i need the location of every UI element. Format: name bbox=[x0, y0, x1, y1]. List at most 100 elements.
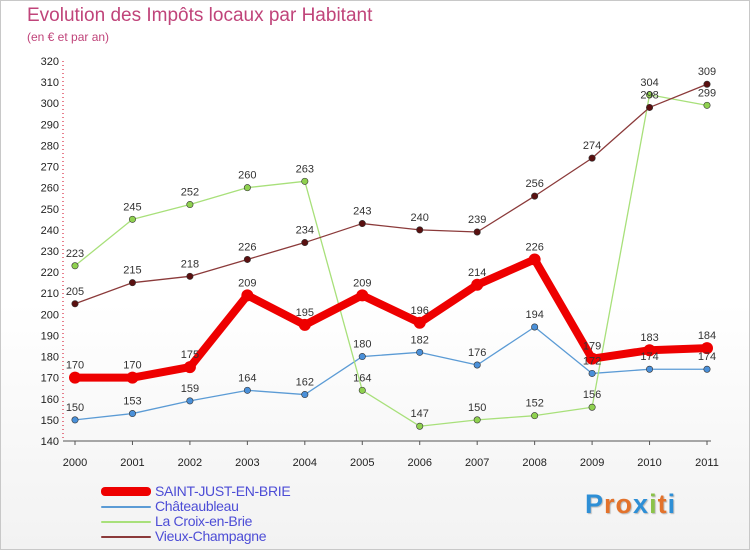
data-point bbox=[243, 184, 251, 192]
data-point bbox=[703, 101, 711, 109]
x-tick-label: 2004 bbox=[293, 457, 317, 469]
x-tick-label: 2007 bbox=[465, 457, 489, 469]
chart-subtitle: (en € et par an) bbox=[27, 30, 110, 44]
data-point bbox=[126, 371, 139, 384]
data-point bbox=[243, 386, 251, 394]
data-label: 274 bbox=[583, 140, 601, 152]
data-label: 183 bbox=[640, 332, 658, 344]
data-label: 299 bbox=[698, 87, 716, 99]
y-tick-label: 210 bbox=[41, 288, 59, 300]
data-point bbox=[588, 403, 596, 411]
legend-swatch bbox=[101, 536, 151, 538]
data-label: 239 bbox=[468, 214, 486, 226]
x-tick-label: 2009 bbox=[580, 457, 604, 469]
data-label: 240 bbox=[411, 212, 429, 224]
data-label: 309 bbox=[698, 66, 716, 78]
data-point bbox=[473, 416, 481, 424]
data-label: 159 bbox=[181, 383, 199, 395]
y-tick-label: 310 bbox=[41, 77, 59, 89]
legend-label: Châteaubleau bbox=[155, 498, 239, 514]
legend-swatch bbox=[101, 487, 151, 496]
series-layer bbox=[69, 80, 713, 430]
data-point bbox=[473, 228, 481, 236]
data-point bbox=[186, 272, 194, 280]
data-label: 226 bbox=[525, 241, 543, 253]
x-tick-label: 2003 bbox=[235, 457, 259, 469]
data-label: 195 bbox=[296, 307, 314, 319]
data-point bbox=[531, 412, 539, 420]
y-tick-label: 190 bbox=[41, 330, 59, 342]
data-point bbox=[646, 103, 654, 111]
legend-label: La Croix-en-Brie bbox=[155, 513, 253, 529]
data-point bbox=[241, 289, 254, 302]
data-point bbox=[473, 361, 481, 369]
data-label: 180 bbox=[353, 339, 371, 351]
y-tick-label: 170 bbox=[41, 373, 59, 385]
data-point bbox=[471, 278, 484, 291]
data-point bbox=[703, 365, 711, 373]
data-point bbox=[416, 226, 424, 234]
data-label: 179 bbox=[583, 341, 601, 353]
data-label: 170 bbox=[123, 360, 141, 372]
x-tick-label: 2011 bbox=[695, 457, 719, 469]
data-label: 223 bbox=[66, 248, 84, 260]
data-label: 172 bbox=[583, 355, 601, 367]
data-label: 214 bbox=[468, 267, 486, 279]
x-tick-label: 2008 bbox=[522, 457, 546, 469]
data-label: 226 bbox=[238, 241, 256, 253]
data-label: 152 bbox=[525, 398, 543, 410]
y-tick-label: 290 bbox=[41, 119, 59, 131]
data-label: 205 bbox=[66, 286, 84, 298]
data-point bbox=[413, 316, 426, 329]
data-point bbox=[298, 318, 311, 331]
data-point bbox=[416, 348, 424, 356]
y-tick-label: 300 bbox=[41, 98, 59, 110]
axes: 140 150 160 170 180 190 200 210 220 230 240 250 260 2… bbox=[41, 56, 719, 469]
data-label: 298 bbox=[640, 89, 658, 101]
data-point bbox=[531, 192, 539, 200]
data-point bbox=[301, 177, 309, 185]
data-label: 304 bbox=[640, 77, 658, 89]
data-point bbox=[588, 154, 596, 162]
data-point bbox=[243, 255, 251, 263]
data-point bbox=[128, 279, 136, 287]
data-point bbox=[643, 344, 656, 357]
data-label: 150 bbox=[468, 402, 486, 414]
data-point bbox=[358, 353, 366, 361]
data-label: 147 bbox=[411, 408, 429, 420]
data-label: 164 bbox=[238, 372, 256, 384]
data-point bbox=[183, 361, 196, 374]
x-tick-label: 2006 bbox=[407, 457, 431, 469]
y-tick-label: 250 bbox=[41, 204, 59, 216]
x-tick-label: 2010 bbox=[637, 457, 661, 469]
data-point bbox=[71, 262, 79, 270]
data-label: 194 bbox=[525, 309, 543, 321]
data-label: 243 bbox=[353, 206, 371, 218]
data-label: 196 bbox=[411, 305, 429, 317]
data-point bbox=[528, 253, 541, 266]
y-tick-label: 260 bbox=[41, 183, 59, 195]
data-point bbox=[186, 201, 194, 209]
data-label: 150 bbox=[66, 402, 84, 414]
y-tick-label: 180 bbox=[41, 352, 59, 364]
series-line bbox=[74, 83, 708, 305]
data-label: 164 bbox=[353, 372, 371, 384]
data-label: 209 bbox=[353, 277, 371, 289]
data-label: 182 bbox=[411, 334, 429, 346]
data-label: 252 bbox=[181, 187, 199, 199]
series-line bbox=[74, 326, 708, 421]
data-point bbox=[71, 416, 79, 424]
y-tick-label: 280 bbox=[41, 140, 59, 152]
data-label: 215 bbox=[123, 265, 141, 277]
data-label: 209 bbox=[238, 277, 256, 289]
data-point bbox=[703, 80, 711, 88]
data-point bbox=[531, 323, 539, 331]
data-point bbox=[301, 391, 309, 399]
series-line bbox=[74, 94, 708, 427]
chart-title: Evolution des Impôts locaux par Habitant bbox=[27, 5, 373, 26]
y-tick-label: 150 bbox=[41, 415, 59, 427]
data-label: 234 bbox=[296, 225, 314, 237]
data-point bbox=[588, 369, 596, 377]
